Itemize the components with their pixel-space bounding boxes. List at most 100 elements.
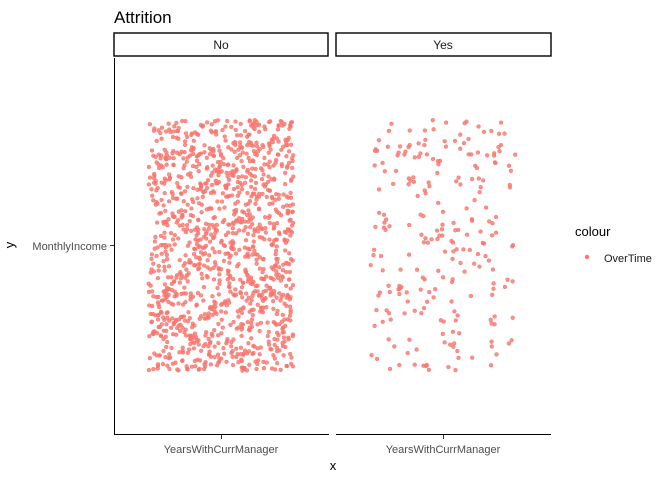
scatter-point (247, 118, 252, 123)
scatter-point (215, 167, 220, 172)
scatter-point (233, 287, 238, 292)
scatter-point (245, 167, 250, 173)
scatter-point (197, 358, 203, 363)
scatter-point (196, 169, 201, 174)
scatter-point (510, 315, 515, 320)
scatter-point (172, 242, 177, 247)
scatter-point (163, 249, 168, 254)
scatter-point (212, 327, 217, 333)
scatter-point (163, 129, 169, 134)
scatter-point (204, 120, 210, 125)
scatter-point (207, 222, 212, 227)
scatter-point (223, 138, 228, 143)
scatter-point (154, 138, 159, 144)
scatter-point (265, 333, 270, 339)
scatter-point (274, 269, 279, 274)
scatter-point (171, 156, 176, 161)
scatter-point (226, 145, 231, 150)
scatter-point (201, 344, 206, 349)
scatter-point (150, 303, 155, 309)
scatter-point (287, 277, 292, 282)
scatter-point (239, 322, 244, 327)
scatter-point (492, 151, 497, 156)
scatter-point (167, 366, 172, 372)
scatter-point (163, 334, 168, 339)
scatter-point (174, 135, 179, 140)
scatter-point (263, 296, 268, 301)
scatter-point (380, 160, 385, 166)
scatter-point (283, 248, 288, 253)
scatter-point (183, 253, 188, 258)
scatter-point (221, 155, 226, 161)
scatter-point (203, 243, 209, 249)
scatter-point (240, 306, 245, 311)
scatter-point (451, 249, 456, 254)
scatter-point (235, 352, 240, 357)
scatter-point (283, 344, 288, 350)
scatter-point (163, 155, 168, 160)
scatter-point (158, 309, 164, 315)
scatter-point (455, 313, 460, 318)
scatter-point (185, 279, 190, 284)
scatter-point (162, 264, 167, 269)
scatter-point (192, 323, 197, 328)
scatter-point (248, 281, 253, 286)
scatter-point (237, 153, 243, 158)
scatter-point (176, 125, 181, 131)
scatter-point (169, 247, 174, 252)
scatter-point (280, 325, 286, 330)
scatter-point (205, 165, 210, 170)
scatter-point (215, 285, 220, 291)
scatter-point (179, 215, 184, 220)
scatter-point (386, 128, 392, 134)
scatter-point (190, 147, 196, 152)
scatter-point (450, 256, 455, 262)
scatter-point (165, 339, 170, 345)
scatter-point (454, 247, 459, 252)
scatter-point (261, 144, 266, 150)
scatter-point (469, 218, 475, 223)
scatter-point (181, 263, 186, 268)
scatter-point (227, 260, 232, 265)
scatter-point (468, 293, 474, 299)
scatter-point (229, 124, 234, 130)
scatter-point (158, 243, 164, 248)
scatter-point (193, 237, 198, 242)
scatter-point (262, 215, 268, 220)
scatter-point (412, 155, 417, 160)
scatter-point (185, 184, 190, 190)
scatter-point (207, 349, 212, 354)
scatter-point (226, 177, 232, 182)
scatter-point (249, 307, 254, 313)
scatter-point (288, 286, 293, 291)
scatter-point (146, 289, 152, 295)
scatter-point (180, 118, 185, 124)
scatter-point (282, 301, 287, 306)
scatter-point (149, 187, 154, 192)
scatter-point (192, 358, 198, 364)
scatter-point (452, 138, 458, 144)
scatter-point (197, 257, 203, 262)
scatter-point (230, 226, 235, 231)
scatter-point (155, 201, 160, 206)
scatter-point (287, 269, 293, 275)
scatter-point (165, 315, 170, 320)
scatter-point (239, 158, 244, 164)
scatter-point (509, 338, 514, 343)
scatter-point (159, 180, 164, 185)
facet-strip-yes: Yes (335, 32, 552, 57)
scatter-point (248, 178, 254, 183)
scatter-point (255, 149, 261, 154)
scatter-point (386, 283, 391, 288)
scatter-point (483, 253, 488, 259)
scatter-point (435, 170, 440, 176)
scatter-point (196, 342, 201, 347)
scatter-point (277, 231, 282, 237)
scatter-point (281, 329, 286, 335)
scatter-point (216, 179, 222, 185)
legend: colour OverTime (575, 224, 652, 265)
scatter-point (424, 152, 430, 157)
scatter-point (257, 328, 262, 334)
scatter-point (242, 219, 247, 224)
scatter-point (211, 304, 216, 309)
